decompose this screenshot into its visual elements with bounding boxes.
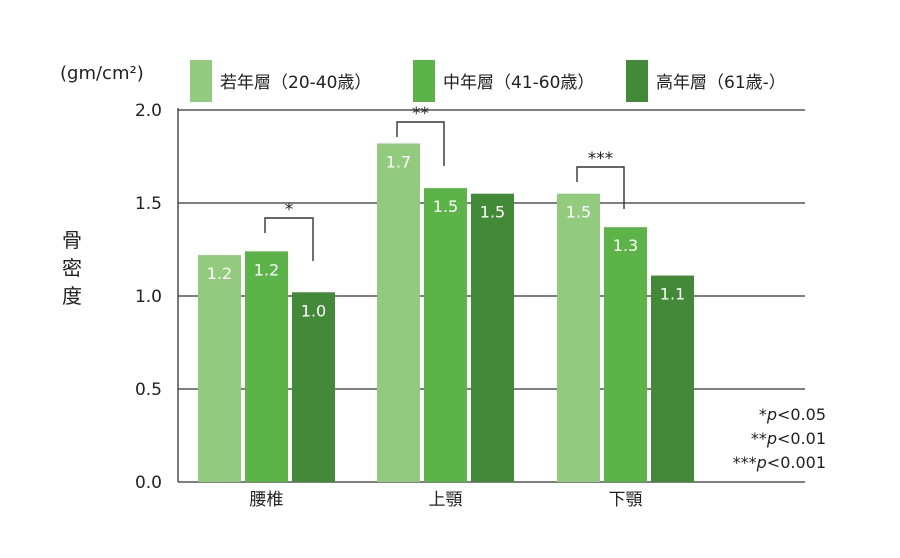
y-tick-label: 1.5 (135, 194, 162, 214)
bar-value-label: 1.5 (566, 203, 591, 222)
bar-value-label: 1.1 (660, 285, 685, 304)
bars: 1.2 1.2 1.0 1.7 1.5 1.5 1.5 1.3 1.1 (198, 143, 694, 483)
bar (651, 275, 694, 482)
bar (377, 143, 420, 483)
legend-swatch (413, 60, 435, 102)
significance-bracket (576, 166, 625, 209)
x-axis-categories: 腰椎 上顎 下顎 (250, 490, 643, 510)
significance-stars: ** (412, 104, 429, 124)
bar (245, 251, 288, 482)
p-value-note: ***p<0.001 (733, 453, 826, 472)
significance-stars: *** (588, 149, 614, 169)
y-axis-title: 骨密度 (62, 228, 82, 308)
bar (198, 255, 241, 482)
y-tick-label: 0.0 (135, 473, 162, 493)
bar-value-label: 1.3 (613, 236, 638, 255)
p-value-notes: *p<0.05 **p<0.01 ***p<0.001 (733, 405, 826, 472)
y-axis: 0.0 0.5 1.0 1.5 2.0 (135, 101, 179, 493)
x-category-label: 腰椎 (250, 490, 284, 510)
unit-label: (gm/cm²) (60, 63, 144, 84)
bar (557, 193, 600, 482)
bar-value-label: 1.0 (301, 301, 326, 320)
legend-label: 若年層（20-40歳） (220, 73, 371, 93)
bar-value-label: 1.2 (207, 264, 232, 283)
p-value-note: **p<0.01 (751, 429, 826, 448)
y-tick-label: 2.0 (135, 101, 162, 121)
bar (292, 292, 335, 482)
legend-label: 高年層（61歳-） (656, 73, 786, 93)
significance-stars: * (285, 200, 294, 220)
legend-label: 中年層（41-60歳） (443, 73, 594, 93)
bar (471, 193, 514, 482)
legend: 若年層（20-40歳） 中年層（41-60歳） 高年層（61歳-） (190, 60, 786, 102)
x-category-label: 上顎 (429, 490, 463, 510)
y-tick-label: 0.5 (135, 380, 162, 400)
p-value-note: *p<0.05 (759, 405, 826, 424)
bar-value-label: 1.2 (254, 260, 279, 279)
significance-brackets: ****** (264, 104, 625, 261)
bar-value-label: 1.5 (480, 203, 505, 222)
bar-value-label: 1.7 (386, 152, 411, 171)
y-tick-label: 1.0 (135, 287, 162, 307)
bar (604, 227, 647, 482)
significance-bracket (264, 217, 314, 261)
legend-swatch (190, 60, 212, 102)
x-category-label: 下顎 (609, 490, 643, 510)
significance-bracket (396, 121, 445, 166)
bar-value-label: 1.5 (433, 197, 458, 216)
legend-swatch (626, 60, 648, 102)
bar (424, 188, 467, 482)
